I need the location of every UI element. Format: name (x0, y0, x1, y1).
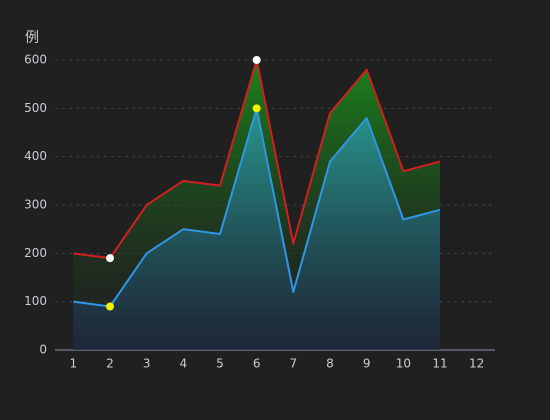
x-tick-label: 8 (326, 357, 334, 371)
x-tick-label: 9 (363, 357, 371, 371)
x-tick-label: 10 (396, 357, 411, 371)
y-tick-label: 600 (24, 53, 47, 67)
x-tick-label: 2 (106, 357, 114, 371)
x-tick-label: 1 (70, 357, 78, 371)
highlight-point (252, 104, 261, 113)
x-tick-label: 5 (216, 357, 224, 371)
x-tick-label: 7 (290, 357, 298, 371)
x-tick-label: 6 (253, 357, 261, 371)
x-tick-label: 4 (180, 357, 188, 371)
x-tick-label: 12 (469, 357, 484, 371)
x-tick-label: 3 (143, 357, 151, 371)
y-tick-label: 0 (39, 343, 47, 357)
highlight-point (252, 56, 261, 64)
y-tick-label: 300 (24, 198, 47, 212)
y-tick-label: 200 (24, 246, 47, 260)
y-tick-label: 100 (24, 294, 47, 308)
highlight-point (106, 254, 114, 263)
x-tick-label: 11 (432, 357, 447, 371)
y-tick-label: 400 (24, 149, 47, 163)
y-tick-label: 500 (24, 101, 47, 115)
area (73, 108, 440, 350)
y-axis-label: 例 (25, 30, 39, 46)
highlight-point (106, 302, 114, 311)
